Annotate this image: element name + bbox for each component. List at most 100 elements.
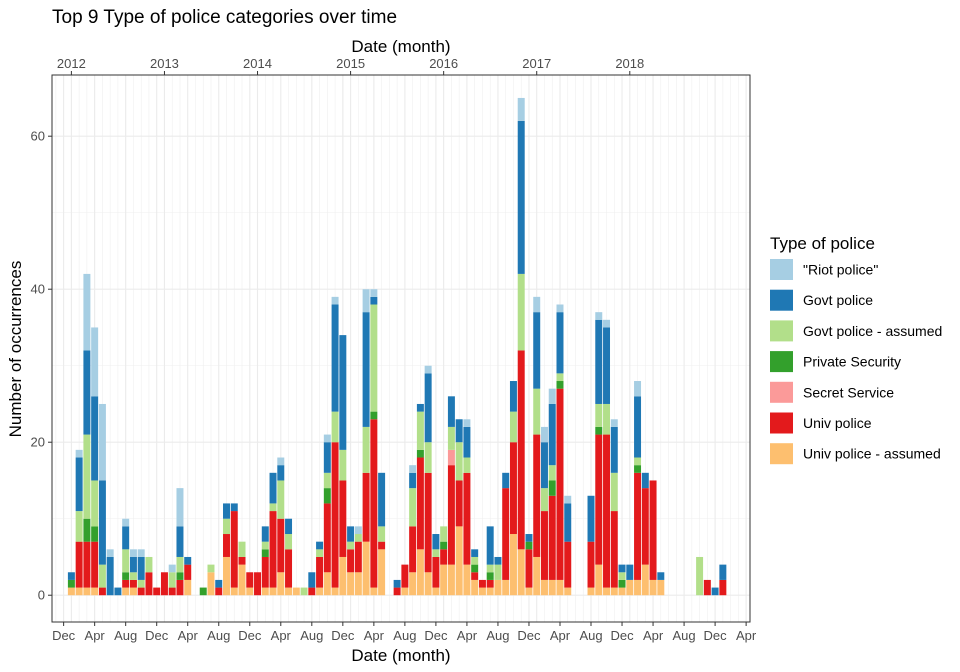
bar-2015-10 <box>416 403 424 596</box>
bar-segment-univ <box>153 587 161 596</box>
bar-segment-govt <box>98 480 106 565</box>
bar-segment-univ <box>525 549 533 588</box>
bar-segment-univ_assumed <box>509 534 517 596</box>
bar-segment-govt <box>610 426 618 473</box>
y-axis: 0 20 40 60 <box>31 129 52 603</box>
bar-segment-govt_assumed <box>416 411 424 450</box>
bar-2014-07 <box>300 587 308 596</box>
legend-key-univ_assumed <box>770 443 793 465</box>
bar-segment-riot <box>362 289 370 313</box>
bar-segment-univ_assumed <box>634 579 642 596</box>
bar-segment-govt <box>657 572 665 580</box>
bar-segment-govt <box>261 526 269 542</box>
bar-2016-01 <box>440 526 448 596</box>
bar-segment-univ_assumed <box>626 579 634 596</box>
chart-title: Top 9 Type of police categories over tim… <box>52 7 397 28</box>
bar-segment-univ_assumed <box>323 572 331 596</box>
x-tick-label: Aug <box>207 628 230 643</box>
bar-2013-02 <box>168 564 176 596</box>
bar-segment-univ_assumed <box>292 587 300 596</box>
bar-2018-05 <box>657 572 665 596</box>
bar-segment-govt <box>416 403 424 412</box>
bar-segment-riot <box>595 312 603 320</box>
bar-segment-univ_assumed <box>122 587 130 596</box>
bar-segment-govt <box>711 587 719 596</box>
bar-segment-univ <box>83 541 91 588</box>
bar-segment-univ <box>440 549 448 565</box>
bar-2016-11 <box>517 97 525 596</box>
bar-2014-04 <box>277 457 285 596</box>
x-tick-label: Dec <box>238 628 262 643</box>
bar-2012-08 <box>122 518 130 596</box>
bar-segment-govt <box>75 457 83 512</box>
bar-segment-univ_assumed <box>657 579 665 596</box>
bar-segment-univ_assumed <box>378 549 386 596</box>
bar-segment-riot <box>533 296 541 313</box>
bar-2014-03 <box>269 472 277 596</box>
bar-2013-12 <box>246 572 254 596</box>
bar-segment-univ <box>339 480 347 557</box>
bar-segment-univ_assumed <box>331 587 339 596</box>
bar-segment-riot <box>370 289 378 297</box>
bar-2019-01 <box>719 564 727 596</box>
bar-segment-secret <box>447 449 455 466</box>
bar-segment-govt <box>641 472 649 489</box>
bar-segment-private <box>416 449 424 458</box>
bar-segment-private <box>261 549 269 557</box>
bar-segment-govt_assumed <box>548 465 556 481</box>
bar-segment-univ <box>540 511 548 580</box>
x-tick-label: Dec <box>424 628 448 643</box>
bar-2014-06 <box>292 587 300 596</box>
bar-segment-govt_assumed <box>509 411 517 443</box>
bar-2017-03 <box>548 388 556 596</box>
bar-2012-02 <box>75 449 83 596</box>
bar-segment-univ_assumed <box>432 587 440 596</box>
bar-segment-univ <box>254 572 262 596</box>
bar-2012-10 <box>137 549 145 596</box>
x-tick-label: Apr <box>736 628 757 643</box>
bar-segment-govt_assumed <box>98 564 106 588</box>
bar-2016-05 <box>471 549 479 596</box>
stacked-bars <box>67 97 727 596</box>
bar-segment-private <box>83 518 91 542</box>
bar-segment-govt <box>486 526 494 565</box>
bar-segment-govt <box>424 373 432 443</box>
bar-segment-private <box>471 564 479 573</box>
bar-segment-govt_assumed <box>696 556 704 596</box>
bar-segment-riot <box>424 365 432 374</box>
bar-segment-univ <box>362 472 370 542</box>
bar-segment-univ <box>370 419 378 588</box>
bar-segment-govt <box>114 587 122 596</box>
bar-segment-govt_assumed <box>137 579 145 588</box>
x-tick-label: Dec <box>610 628 634 643</box>
x-tick-label: Apr <box>271 628 292 643</box>
bar-2015-09 <box>409 465 417 596</box>
bar-segment-private <box>486 572 494 580</box>
x-axis-title-bottom: Date (month) <box>351 646 450 665</box>
bar-segment-govt <box>215 579 223 588</box>
bar-segment-univ_assumed <box>595 564 603 596</box>
bar-segment-govt_assumed <box>261 541 269 550</box>
bar-segment-univ_assumed <box>246 587 254 596</box>
bar-segment-univ_assumed <box>440 564 448 596</box>
bar-segment-private <box>176 572 184 580</box>
bar-segment-univ_assumed <box>401 587 409 596</box>
bar-2017-04 <box>556 304 564 596</box>
legend-label-riot: "Riot police" <box>803 262 878 278</box>
bar-2013-09 <box>223 503 230 596</box>
x-tick-label: Dec <box>145 628 169 643</box>
bar-2012-09 <box>129 549 137 596</box>
bar-2018-03 <box>641 472 649 596</box>
bar-segment-riot <box>463 419 471 427</box>
bar-2014-05 <box>285 518 293 596</box>
bar-2015-11 <box>424 365 432 596</box>
bar-segment-univ_assumed <box>502 579 510 596</box>
bar-segment-univ_assumed <box>471 579 479 596</box>
bar-segment-govt_assumed <box>347 541 355 550</box>
bar-segment-univ_assumed <box>339 556 347 596</box>
bar-segment-private <box>556 381 564 389</box>
bar-segment-govt <box>463 426 471 458</box>
bar-segment-univ <box>354 541 362 573</box>
bar-segment-univ_assumed <box>184 579 192 596</box>
bar-segment-riot <box>106 549 114 557</box>
